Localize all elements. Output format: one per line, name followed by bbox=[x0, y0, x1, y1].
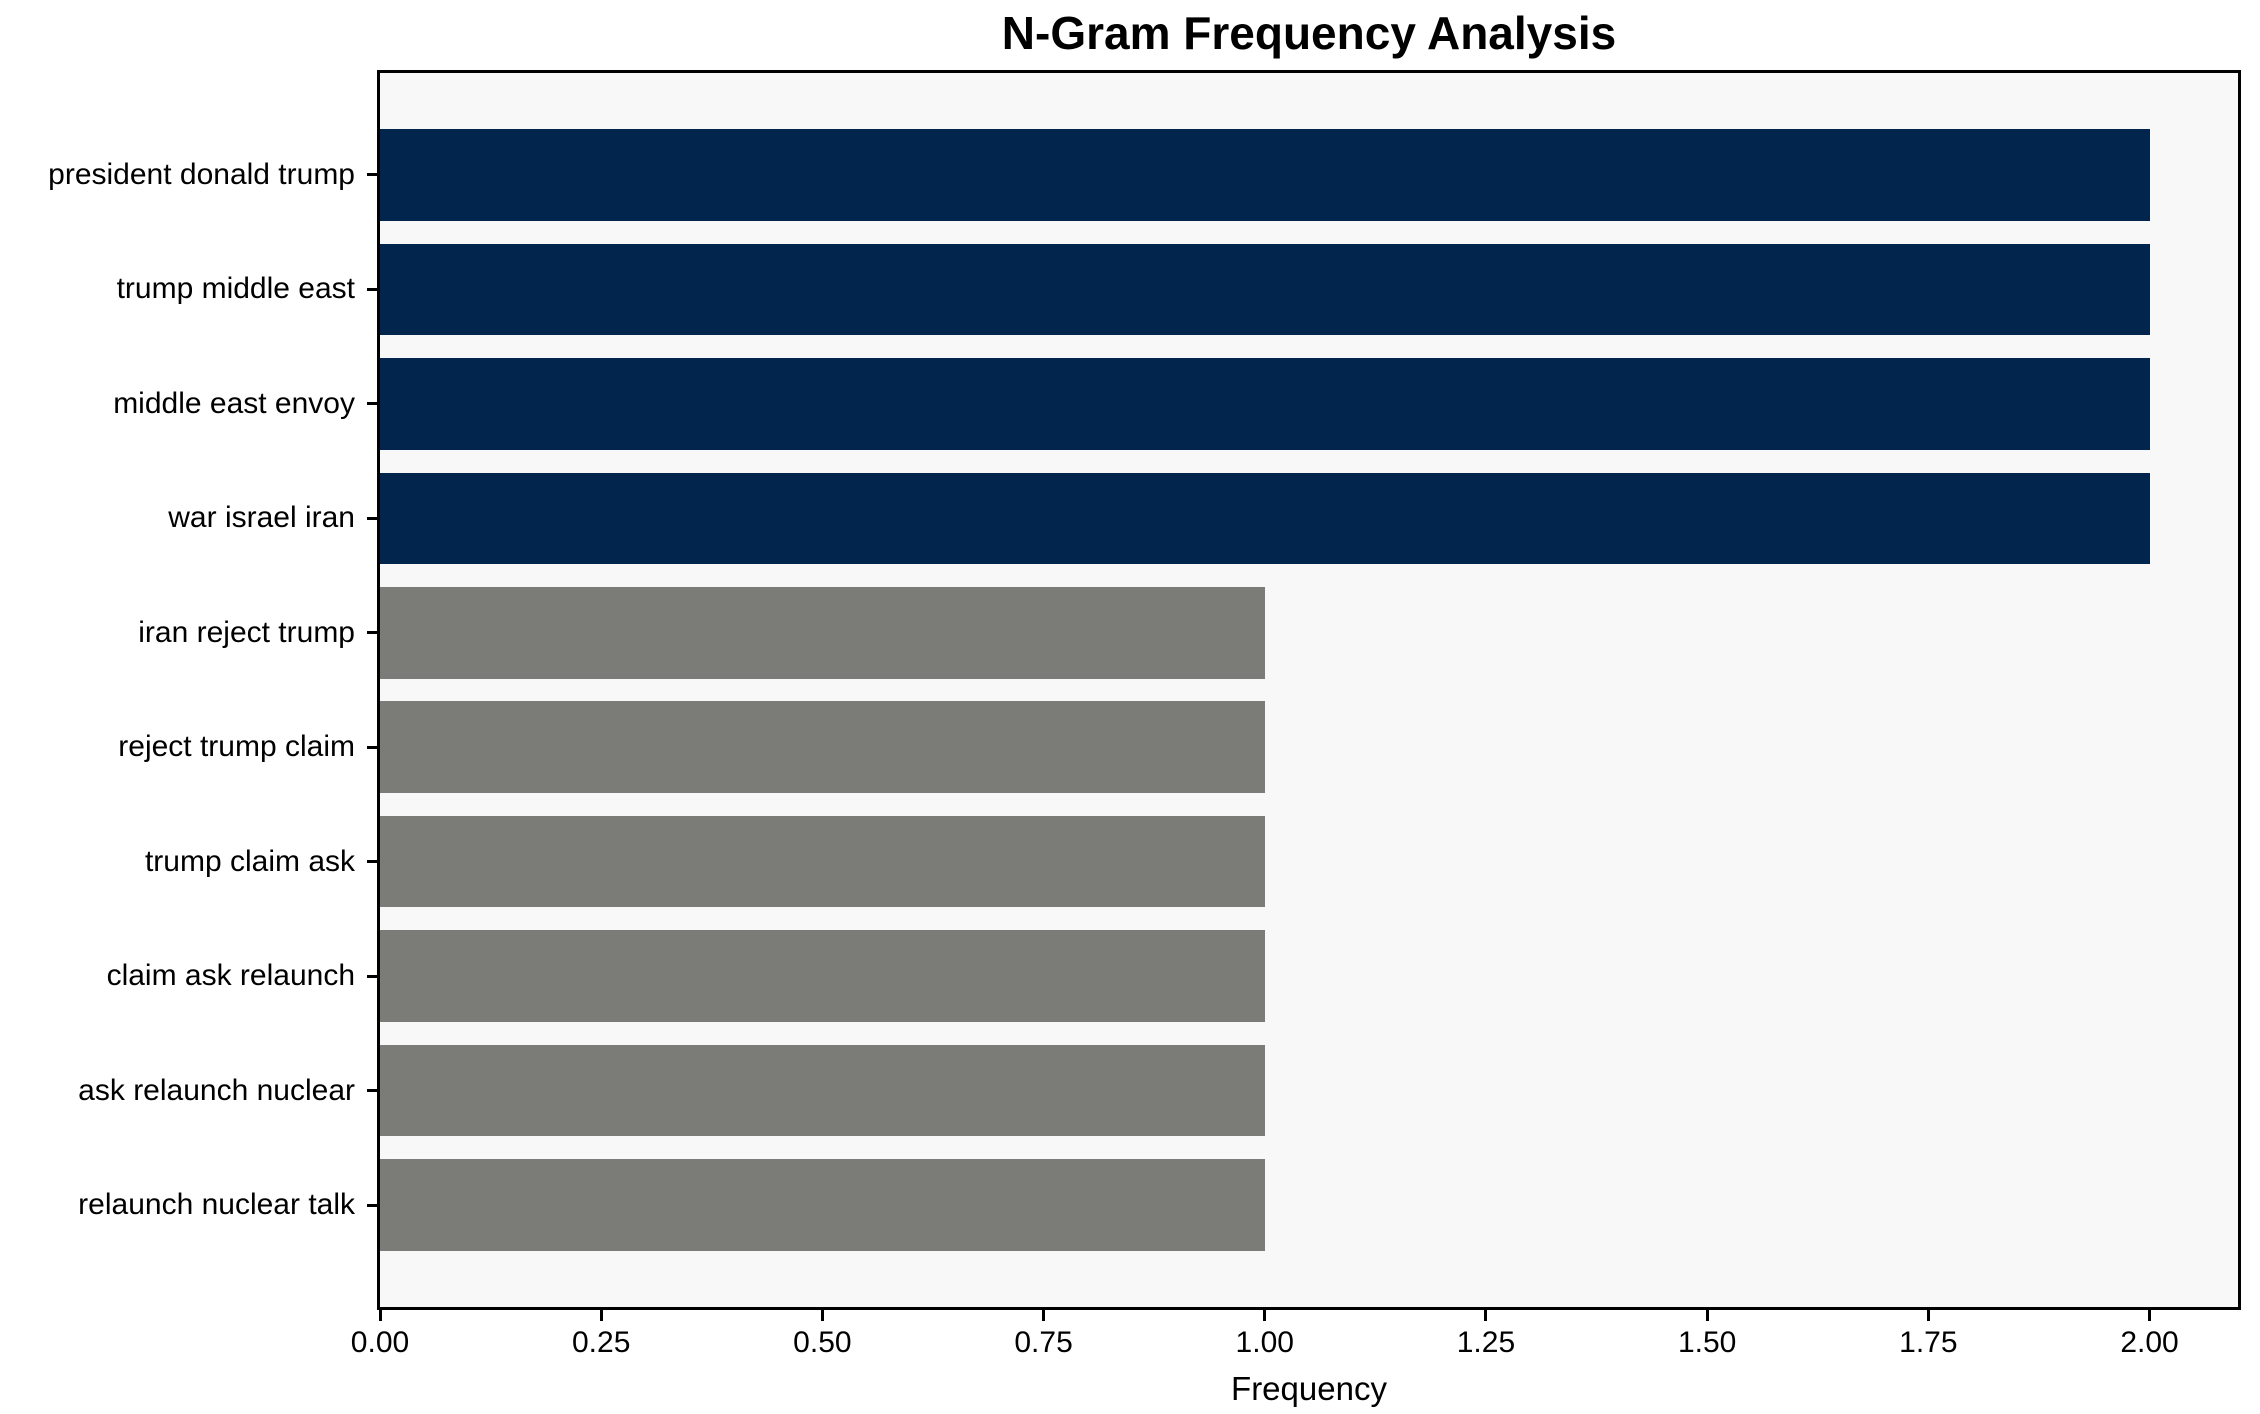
bar bbox=[380, 701, 1265, 793]
x-tick-mark bbox=[2148, 1310, 2152, 1321]
x-tick-mark bbox=[1926, 1310, 1930, 1321]
y-tick-mark bbox=[367, 1089, 377, 1093]
x-tick-mark bbox=[820, 1310, 824, 1321]
y-tick-label: trump middle east bbox=[116, 272, 355, 306]
x-tick-label: 0.75 bbox=[1014, 1326, 1073, 1359]
y-tick-label: president donald trump bbox=[48, 157, 355, 191]
x-tick-mark bbox=[378, 1310, 382, 1321]
y-tick-mark bbox=[367, 173, 377, 177]
x-tick-label: 0.25 bbox=[571, 1326, 631, 1359]
x-tick-mark bbox=[1042, 1310, 1046, 1321]
bar bbox=[380, 358, 2150, 450]
y-tick-mark bbox=[367, 1203, 377, 1207]
x-tick-mark bbox=[1705, 1310, 1709, 1321]
y-tick-mark bbox=[367, 402, 377, 406]
bar bbox=[380, 472, 2150, 565]
x-tick-label: 0.00 bbox=[350, 1326, 410, 1359]
x-tick-label: 2.00 bbox=[2120, 1326, 2179, 1359]
x-tick-label: 1.75 bbox=[1899, 1326, 1958, 1359]
x-tick-label: 1.00 bbox=[1235, 1326, 1294, 1359]
x-tick-mark bbox=[599, 1310, 603, 1321]
x-tick-mark bbox=[1263, 1310, 1267, 1321]
bar bbox=[380, 1159, 1265, 1251]
x-axis-label: Frequency bbox=[1231, 1370, 1387, 1407]
bar bbox=[380, 586, 1265, 679]
y-tick-label: ask relaunch nuclear bbox=[78, 1073, 355, 1107]
x-tick-label: 1.50 bbox=[1677, 1326, 1737, 1359]
y-tick-label: reject trump claim bbox=[118, 730, 355, 764]
y-tick-mark bbox=[367, 631, 377, 635]
y-tick-mark bbox=[367, 516, 377, 520]
x-tick-mark bbox=[1484, 1310, 1488, 1321]
x-tick-label: 1.25 bbox=[1456, 1326, 1516, 1359]
y-tick-label: middle east envoy bbox=[113, 386, 355, 420]
bar bbox=[380, 243, 2150, 336]
bar bbox=[380, 930, 1265, 1022]
plot-area bbox=[377, 70, 2241, 1310]
y-tick-label: relaunch nuclear talk bbox=[78, 1188, 355, 1222]
y-tick-label: war israel iran bbox=[168, 501, 355, 535]
y-tick-mark bbox=[367, 860, 377, 864]
y-tick-mark bbox=[367, 745, 377, 749]
y-tick-mark bbox=[367, 287, 377, 291]
y-tick-mark bbox=[367, 974, 377, 978]
chart-title: N-Gram Frequency Analysis bbox=[1001, 7, 1617, 59]
bar bbox=[380, 129, 2150, 221]
y-tick-label: iran reject trump bbox=[138, 615, 355, 649]
bar bbox=[380, 815, 1265, 908]
y-tick-label: claim ask relaunch bbox=[106, 959, 355, 993]
bar bbox=[380, 1044, 1265, 1137]
y-tick-label: trump claim ask bbox=[144, 844, 355, 878]
x-tick-label: 0.50 bbox=[793, 1326, 852, 1359]
